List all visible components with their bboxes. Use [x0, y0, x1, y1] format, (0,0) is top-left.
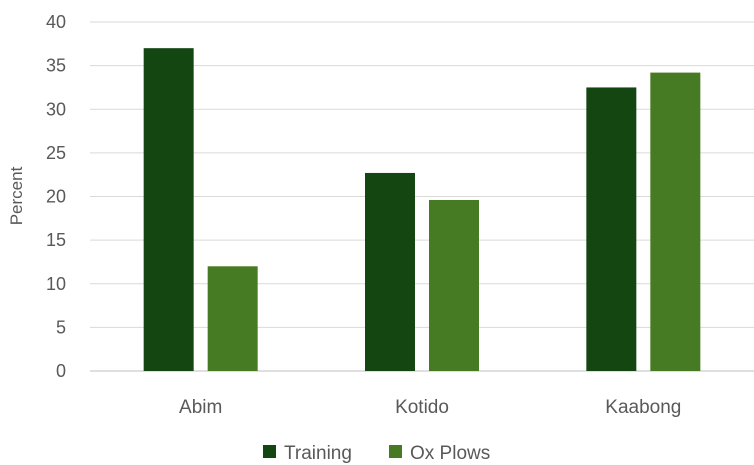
x-axis-labels: Abim Kotido Kaabong	[179, 397, 681, 418]
bar-training-kaabong	[586, 87, 637, 371]
y-tick-label: 25	[46, 143, 66, 163]
y-tick-label: 0	[56, 361, 66, 381]
y-tick-label: 5	[56, 317, 66, 337]
legend-label: Training	[284, 443, 352, 464]
bar-ox-plows-abim	[207, 266, 258, 371]
bar-ox-plows-kaabong	[650, 72, 701, 371]
gridlines	[90, 21, 754, 372]
legend-label: Ox Plows	[410, 443, 490, 464]
y-axis-title: Percent	[7, 166, 26, 225]
y-tick-label: 40	[46, 12, 66, 32]
bar-training-kotido	[365, 172, 415, 371]
bars	[143, 48, 701, 372]
x-category-label: Kotido	[395, 397, 449, 418]
y-tick-label: 20	[46, 187, 66, 207]
y-axis-ticks: 0 5 10 15 20 25 30 35 40	[46, 12, 66, 381]
bar-training-abim	[143, 48, 194, 372]
x-category-label: Kaabong	[605, 397, 681, 418]
bar-ox-plows-kotido	[429, 199, 479, 371]
x-category-label: Abim	[179, 397, 222, 418]
y-tick-label: 35	[46, 56, 66, 76]
y-tick-label: 10	[46, 274, 66, 294]
y-tick-label: 15	[46, 230, 66, 250]
legend-swatch	[389, 445, 402, 458]
y-tick-label: 30	[46, 99, 66, 119]
legend-swatch	[263, 445, 276, 458]
legend: Training Ox Plows	[263, 443, 490, 464]
